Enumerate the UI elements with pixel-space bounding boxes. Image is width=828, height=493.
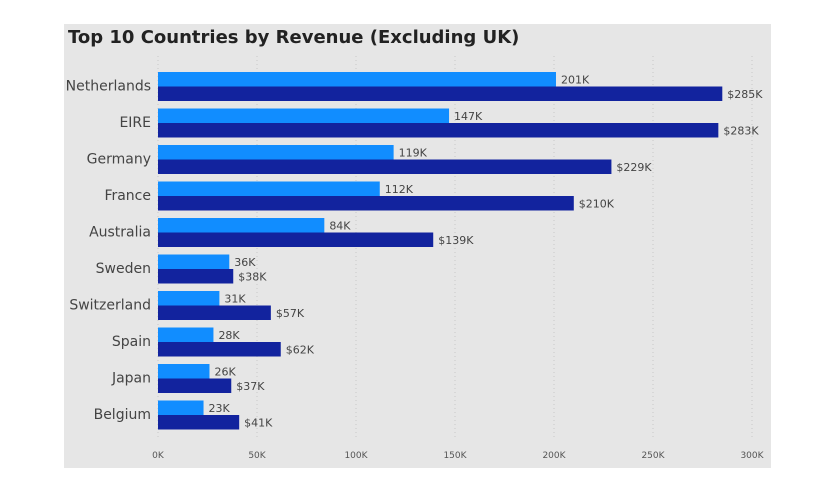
bar <box>158 159 612 174</box>
bar <box>158 86 723 101</box>
category-label: EIRE <box>119 115 151 131</box>
category-label: Switzerland <box>69 298 151 314</box>
x-tick-label: 100K <box>344 451 368 461</box>
bar <box>158 254 230 269</box>
x-tick-label: 0K <box>152 451 165 461</box>
data-label: 147K <box>454 110 483 123</box>
category-label: Spain <box>112 334 151 350</box>
data-label: 23K <box>209 402 231 415</box>
data-label: $283K <box>723 124 759 137</box>
data-label: 119K <box>399 146 428 159</box>
bar <box>158 145 394 160</box>
data-label: 84K <box>329 219 351 232</box>
data-label: $210K <box>579 197 615 210</box>
bar <box>158 378 232 393</box>
bar <box>158 72 556 87</box>
bar <box>158 305 271 320</box>
bar <box>158 196 574 211</box>
category-label: Germany <box>87 152 151 168</box>
bar <box>158 400 204 415</box>
x-tick-label: 200K <box>542 451 566 461</box>
category-label: Sweden <box>96 261 151 277</box>
x-tick-label: 300K <box>740 451 764 461</box>
data-label: 28K <box>218 329 240 342</box>
x-tick-label: 50K <box>248 451 266 461</box>
data-label: 201K <box>561 73 590 86</box>
chart-title: Top 10 Countries by Revenue (Excluding U… <box>68 27 520 48</box>
data-label: $62K <box>286 343 315 356</box>
category-label: Australia <box>89 225 151 241</box>
bars <box>158 72 723 430</box>
labels: 0K 50K 100K 150K 200K 250K 300K Netherlands 201K… <box>66 73 765 461</box>
category-label: Netherlands <box>66 79 151 95</box>
bar <box>158 327 214 342</box>
data-label: $139K <box>438 234 474 247</box>
data-label: 112K <box>385 183 414 196</box>
bar <box>158 342 281 357</box>
data-label: 36K <box>234 256 256 269</box>
category-label: Japan <box>111 371 151 387</box>
data-label: $41K <box>244 416 273 429</box>
category-label: France <box>104 188 151 204</box>
bar <box>158 123 719 138</box>
data-label: 26K <box>214 365 236 378</box>
bar <box>158 269 234 284</box>
bar <box>158 181 380 196</box>
data-label: $285K <box>727 88 763 101</box>
bar <box>158 218 325 233</box>
bar <box>158 291 220 306</box>
bar <box>158 232 434 247</box>
bar <box>158 364 210 379</box>
data-label: $37K <box>236 380 265 393</box>
bar <box>158 108 450 123</box>
category-label: Belgium <box>94 407 151 423</box>
data-label: $38K <box>238 270 267 283</box>
bar <box>158 415 240 430</box>
data-label: 31K <box>224 292 246 305</box>
data-label: $229K <box>616 161 652 174</box>
x-tick-label: 250K <box>641 451 665 461</box>
x-tick-label: 150K <box>443 451 467 461</box>
data-label: $57K <box>276 307 305 320</box>
